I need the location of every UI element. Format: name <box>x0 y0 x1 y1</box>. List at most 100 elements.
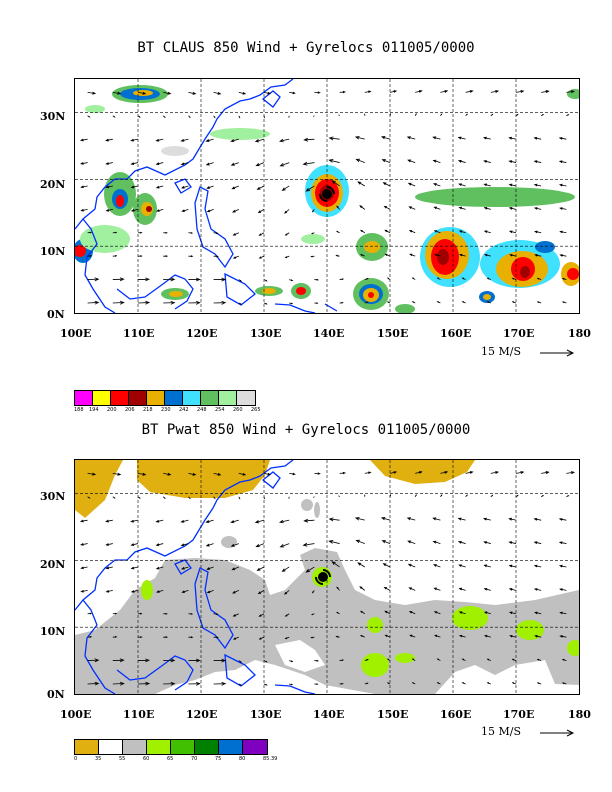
wind-vector <box>181 589 189 593</box>
wind-vector <box>206 589 214 594</box>
wind-vector <box>364 301 369 304</box>
vector-reference-label: 15 M/S <box>481 345 521 358</box>
wind-vector <box>284 613 290 617</box>
wind-vector <box>408 206 416 210</box>
wind-vector <box>339 471 347 475</box>
wind-vector <box>230 138 239 143</box>
wind-vector <box>213 636 219 639</box>
legend-label: 55 <box>119 756 126 762</box>
wind-vector <box>105 138 113 142</box>
wind-vector <box>289 660 294 663</box>
legend-label: 60 <box>143 756 150 762</box>
legend-label: 230 <box>161 407 171 413</box>
wind-vector <box>508 136 517 140</box>
wind-vector <box>230 162 239 166</box>
wind-vector <box>213 255 219 258</box>
wind-vector <box>536 301 542 304</box>
wind-vector <box>408 611 416 615</box>
wind-vector <box>355 539 365 544</box>
wind-vector <box>389 113 392 116</box>
lon-label: 140E <box>313 327 345 340</box>
wind-vector <box>458 206 466 210</box>
wind-vector <box>87 472 97 476</box>
wind-vector <box>284 232 290 236</box>
wind-vector <box>112 658 125 663</box>
wind-vector <box>357 181 366 187</box>
lon-label: 130E <box>250 708 282 721</box>
legend-swatch <box>201 391 219 405</box>
wind-vector <box>263 91 272 95</box>
wind-vector <box>387 277 391 280</box>
wind-vector <box>180 566 189 570</box>
wind-vector <box>112 636 118 638</box>
map-pwat <box>74 459 580 695</box>
wind-vector <box>533 564 542 568</box>
wind-vector <box>230 543 239 547</box>
wind-vector <box>314 659 319 662</box>
wind-vector <box>112 277 125 282</box>
wind-vector <box>490 494 494 498</box>
wind-vector <box>381 159 391 163</box>
wind-vector <box>457 540 466 544</box>
wind-vector <box>407 159 416 163</box>
wind-vector <box>263 660 268 663</box>
wind-vector <box>411 658 416 661</box>
wind-vector <box>314 472 321 475</box>
lat-label: 0N <box>47 688 65 701</box>
wind-vector <box>558 564 567 568</box>
legend-swatch <box>243 740 267 754</box>
wind-vector <box>561 301 567 304</box>
wind-vector <box>180 519 189 523</box>
wind-vector <box>336 611 340 615</box>
wind-vector <box>414 494 417 497</box>
wind-vector <box>238 115 241 119</box>
wind-vector <box>561 277 567 280</box>
legend-swatch <box>111 391 129 405</box>
wind-vector <box>87 681 100 686</box>
wind-vector <box>314 683 319 685</box>
wind-vector <box>188 496 191 500</box>
wind-vector <box>331 180 340 187</box>
wind-vector <box>541 471 550 475</box>
wind-vector <box>433 253 441 257</box>
wind-vector <box>359 635 365 638</box>
wind-vector <box>558 541 567 545</box>
lon-label: 180 <box>568 327 591 340</box>
lat-label: 10N <box>40 245 66 258</box>
wind-vector <box>180 543 189 547</box>
wind-vector <box>155 185 164 189</box>
wind-vector <box>461 301 466 304</box>
legend-label: 248 <box>197 407 207 413</box>
wind-vector <box>105 185 113 189</box>
wind-vector <box>383 586 391 591</box>
wind-vector <box>79 519 88 523</box>
legend-label: 254 <box>215 407 225 413</box>
wind-vector <box>559 254 567 257</box>
wind-vector <box>130 519 139 523</box>
wind-vector <box>458 253 466 257</box>
wind-vector <box>163 91 172 95</box>
wind-vector <box>188 277 201 282</box>
wind-vector <box>339 682 344 685</box>
gridlines <box>75 460 579 694</box>
wind-vector <box>213 232 219 235</box>
wind-vector <box>137 115 141 118</box>
wind-vector <box>80 566 88 570</box>
wind-vector <box>156 589 164 593</box>
wind-vector <box>238 472 247 476</box>
wind-vector <box>163 681 176 686</box>
wind-vector <box>389 494 392 497</box>
wind-vector <box>87 115 91 118</box>
wind-vector <box>238 660 243 663</box>
wind-vector <box>231 566 239 571</box>
vector-reference-arrow <box>540 349 575 357</box>
wind-vector <box>112 612 118 615</box>
wind-vector <box>232 255 239 259</box>
wind-vector <box>338 114 340 117</box>
wind-vector <box>461 682 466 685</box>
wind-vector <box>205 519 214 523</box>
wind-vector <box>540 494 545 498</box>
legend-label: 0 <box>74 756 78 762</box>
wind-vector <box>263 115 265 119</box>
wind-vector <box>339 301 344 304</box>
